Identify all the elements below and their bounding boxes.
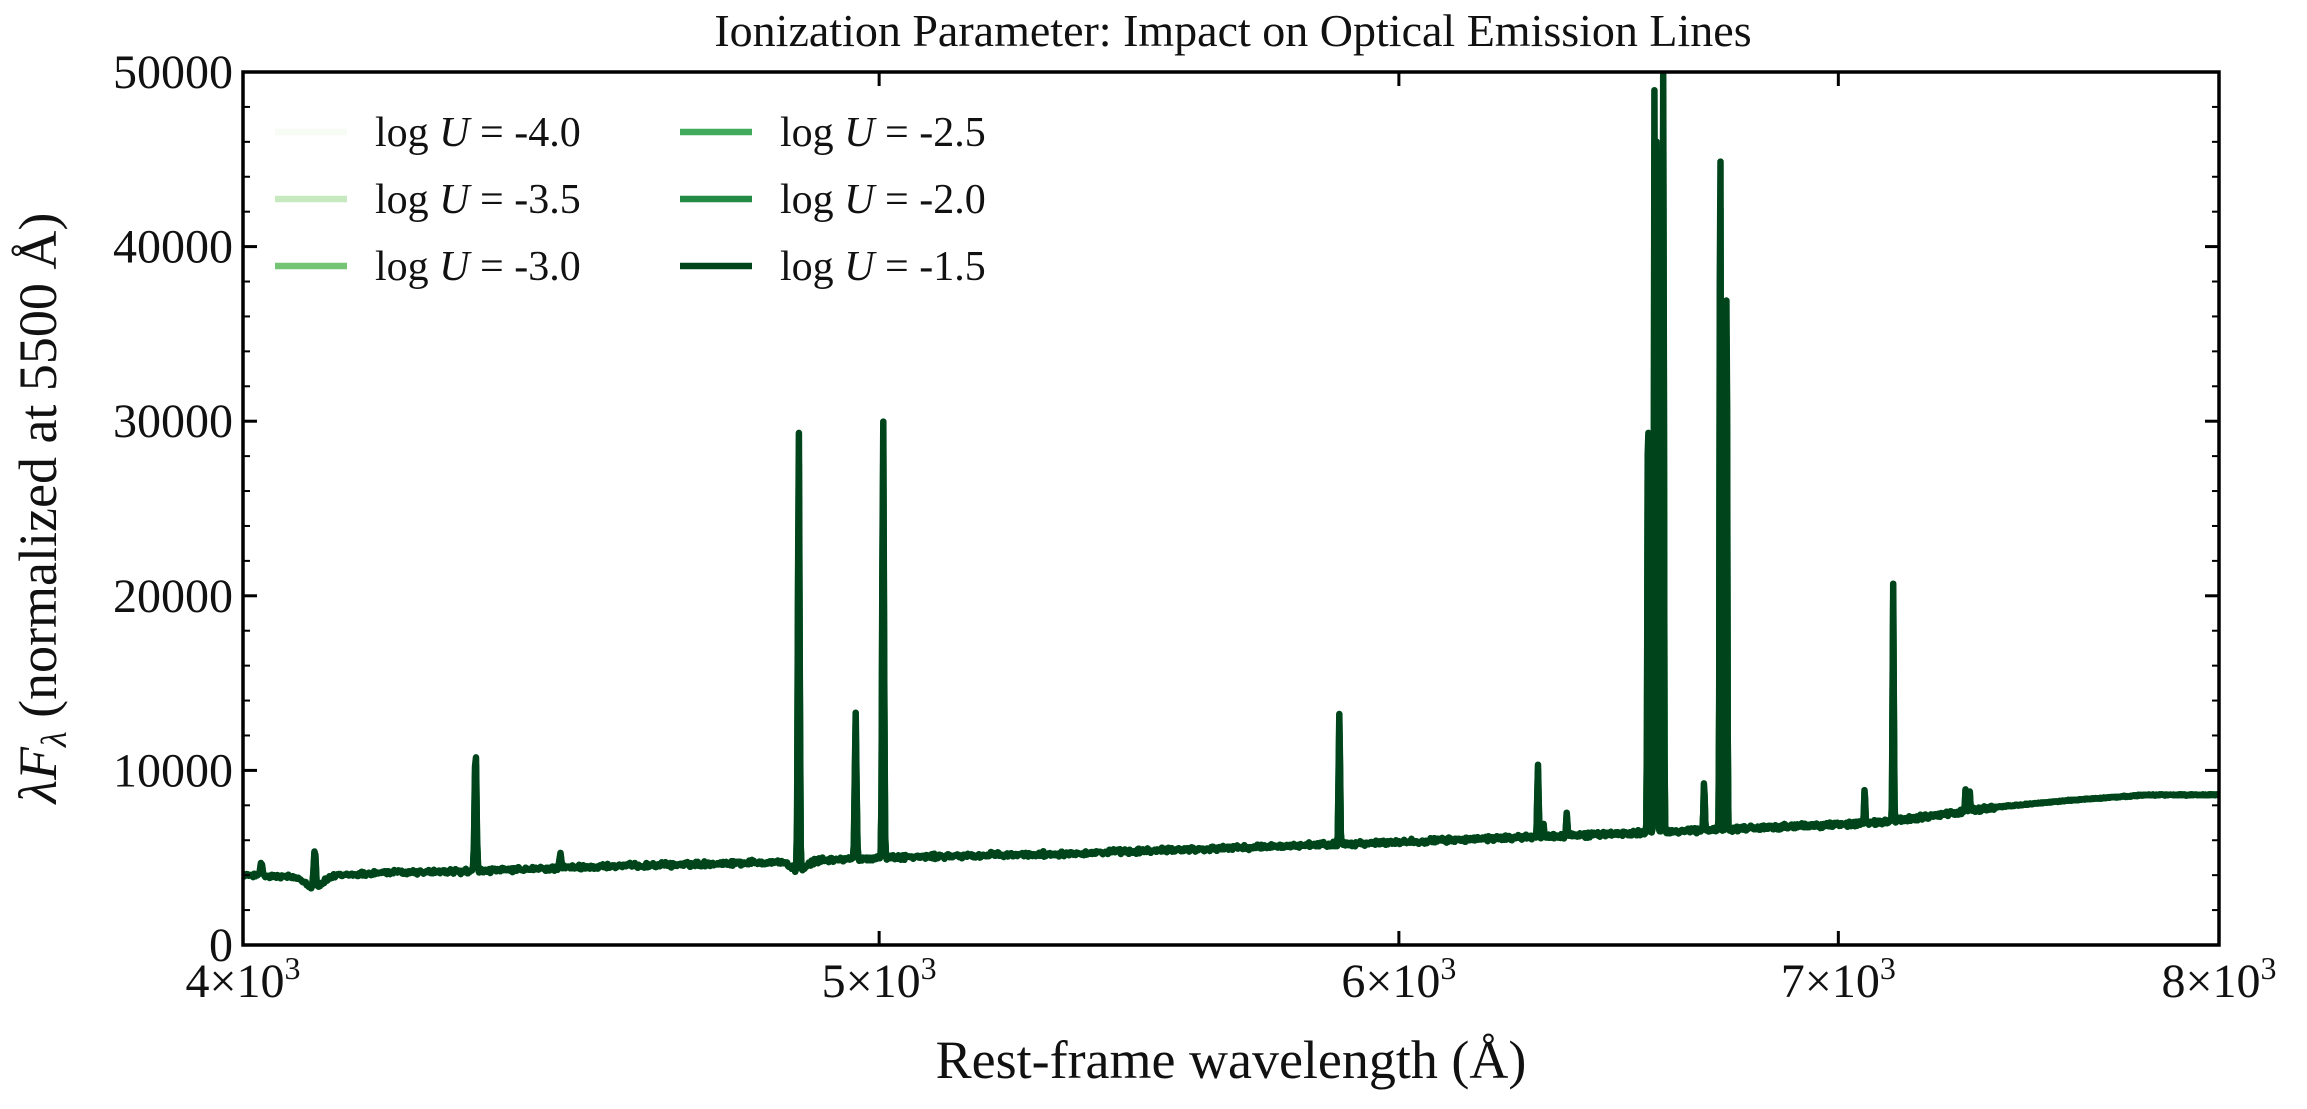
y-axis-label-f: F <box>8 746 68 781</box>
legend-eq: = <box>470 110 515 156</box>
legend-value: -2.5 <box>919 110 986 156</box>
legend-space <box>429 244 440 290</box>
x-tick-base: 10 <box>237 955 285 1008</box>
legend-label-4: log U = -2.0 <box>780 177 986 223</box>
x-tick-times: × <box>2185 955 2212 1008</box>
legend-space <box>834 244 845 290</box>
x-tick-mantissa: 8 <box>2161 955 2185 1008</box>
legend-prefix: log <box>780 110 834 156</box>
x-tick-label: 6×103 <box>1341 950 1456 1008</box>
y-tick-label: 0 <box>209 919 233 972</box>
legend-var: U <box>844 244 877 290</box>
series-line-3 <box>243 185 2219 892</box>
x-tick-label: 4×103 <box>185 950 300 1008</box>
series-layer <box>243 72 2219 892</box>
x-tick-mantissa: 7 <box>1781 955 1805 1008</box>
legend-space <box>834 110 845 156</box>
y-tick-label: 30000 <box>113 395 233 448</box>
legend-eq: = <box>875 110 920 156</box>
y-axis-label-lambda: λ <box>8 780 68 805</box>
x-tick-times: × <box>846 955 873 1008</box>
legend-value: -4.0 <box>514 110 581 156</box>
y-tick-label: 10000 <box>113 744 233 797</box>
series-line-4 <box>243 124 2219 892</box>
x-tick-label: 5×103 <box>822 950 937 1008</box>
x-tick-times: × <box>1805 955 1832 1008</box>
legend-prefix: log <box>375 110 429 156</box>
y-axis-label-subscript: λ <box>34 731 74 748</box>
legend-var: U <box>439 244 472 290</box>
x-tick-base: 10 <box>2213 955 2261 1008</box>
x-tick-base: 10 <box>1392 955 1440 1008</box>
x-tick-exponent: 3 <box>2261 950 2277 986</box>
y-tick-label: 20000 <box>113 570 233 623</box>
legend-var: U <box>439 177 472 223</box>
legend-value: -3.5 <box>514 177 581 223</box>
x-tick-mantissa: 5 <box>822 955 846 1008</box>
legend-value: -2.0 <box>919 177 986 223</box>
x-tick-mantissa: 6 <box>1341 955 1365 1008</box>
legend-label-2: log U = -3.0 <box>375 244 581 290</box>
plot-frame <box>241 70 2221 947</box>
x-tick-base: 10 <box>1832 955 1880 1008</box>
legend-value: -1.5 <box>919 244 986 290</box>
legend-prefix: log <box>780 244 834 290</box>
y-tick-label: 50000 <box>113 46 233 99</box>
series-line-1 <box>243 336 2219 892</box>
x-axis-label: Rest-frame wavelength (Å) <box>936 1030 1527 1090</box>
legend-label-0: log U = -4.0 <box>375 110 581 156</box>
legend-label-1: log U = -3.5 <box>375 177 581 223</box>
series-line-5 <box>243 72 2219 892</box>
legend-eq: = <box>470 244 515 290</box>
legend-var: U <box>439 110 472 156</box>
x-tick-exponent: 3 <box>1880 950 1896 986</box>
x-tick-label: 7×103 <box>1781 950 1896 1008</box>
series-line-2 <box>243 260 2219 892</box>
legend-var: U <box>844 177 877 223</box>
legend-prefix: log <box>375 244 429 290</box>
legend-prefix: log <box>375 177 429 223</box>
chart-title: Ionization Parameter: Impact on Optical … <box>714 5 1751 56</box>
y-axis-label: λFλ (normalized at 5500 Å) <box>8 213 74 806</box>
legend-label-5: log U = -1.5 <box>780 244 986 290</box>
x-tick-exponent: 3 <box>285 950 301 986</box>
x-tick-times: × <box>209 955 236 1008</box>
legend-value: -3.0 <box>514 244 581 290</box>
legend-space <box>429 177 440 223</box>
legend-eq: = <box>875 177 920 223</box>
x-tick-exponent: 3 <box>921 950 937 986</box>
x-tick-label: 8×103 <box>2161 950 2276 1008</box>
x-tick-base: 10 <box>873 955 921 1008</box>
legend-space <box>834 177 845 223</box>
legend-label-3: log U = -2.5 <box>780 110 986 156</box>
legend-eq: = <box>875 244 920 290</box>
y-tick-label: 40000 <box>113 221 233 274</box>
y-axis-label-rest: (normalized at 5500 Å) <box>8 213 68 732</box>
x-tick-times: × <box>1365 955 1392 1008</box>
legend-prefix: log <box>780 177 834 223</box>
x-tick-exponent: 3 <box>1440 950 1456 986</box>
legend-var: U <box>844 110 877 156</box>
legend-space <box>429 110 440 156</box>
legend-eq: = <box>470 177 515 223</box>
x-tick-mantissa: 4 <box>185 955 209 1008</box>
